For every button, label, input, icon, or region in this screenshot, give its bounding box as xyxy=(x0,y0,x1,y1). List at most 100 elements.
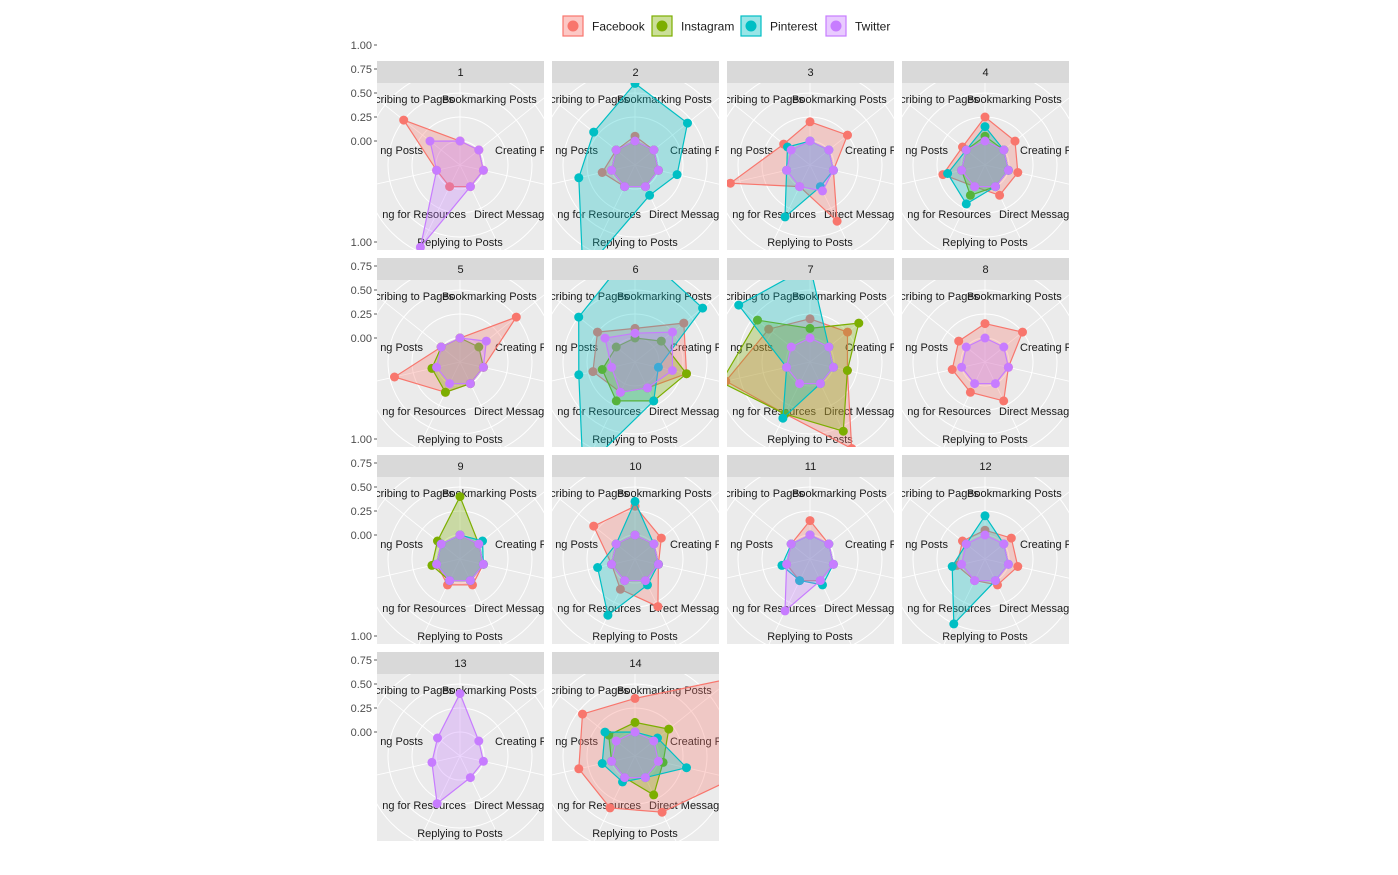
axis-category-label: ng for Resources xyxy=(382,406,466,418)
facet-strip xyxy=(377,258,544,280)
data-point-twitter xyxy=(824,145,834,155)
data-point-facebook xyxy=(615,584,625,594)
axis-category-label: Bookmarking Posts xyxy=(967,488,1062,500)
axis-category-label: ng for Resources xyxy=(732,406,816,418)
axis-category-label: Creating Posts xyxy=(845,539,918,551)
axis-category-label: Creating Posts xyxy=(1020,145,1093,157)
radial-tick-label: 0.50 xyxy=(351,285,372,297)
data-point-facebook xyxy=(399,115,409,125)
data-point-facebook xyxy=(589,521,599,531)
panel-plot-area: Bookmarking Posts Creating Posts Direct Me… xyxy=(727,477,918,644)
data-point-facebook xyxy=(965,387,975,397)
axis-category-label: Subscribing to Pages xyxy=(875,94,979,106)
data-point-facebook xyxy=(1013,168,1023,177)
grid-spoke xyxy=(377,755,461,776)
radial-tick-label: 1.00 xyxy=(351,237,372,249)
axis-category-label: ng Posts xyxy=(730,145,773,157)
axis-category-label: ng Posts xyxy=(730,342,773,354)
facet-strip xyxy=(727,61,894,83)
data-point-twitter xyxy=(667,366,677,375)
legend-label: Twitter xyxy=(855,20,890,34)
data-point-twitter xyxy=(436,539,446,549)
facet-strip-label: 10 xyxy=(629,461,641,473)
data-point-pinterest xyxy=(947,562,957,571)
axis-category-label: Creating Posts xyxy=(495,539,568,551)
axis-category-label: Direct Messag xyxy=(999,406,1069,418)
data-point-twitter xyxy=(607,362,617,372)
axis-category-label: Subscribing to Pages xyxy=(525,488,629,500)
axis-category-label: ng for Resources xyxy=(557,209,641,221)
radial-tick-label: 0.00 xyxy=(351,333,372,345)
axis-category-label: Bookmarking Posts xyxy=(442,685,537,697)
data-point-facebook xyxy=(843,327,852,337)
data-point-twitter xyxy=(668,327,677,337)
axis-category-label: Bookmarking Posts xyxy=(617,94,712,106)
axis-category-label: Bookmarking Posts xyxy=(967,291,1062,303)
axis-category-label: Creating Posts xyxy=(1020,342,1093,354)
data-point-facebook xyxy=(954,336,964,346)
radial-tick-label: 0.25 xyxy=(351,506,372,518)
data-point-instagram xyxy=(630,717,640,727)
axis-category-label: Subscribing to Pages xyxy=(875,488,979,500)
data-point-facebook xyxy=(947,365,957,374)
axis-category-label: Direct Messag xyxy=(999,209,1069,221)
data-point-twitter xyxy=(465,182,475,192)
axis-category-label: ng Posts xyxy=(905,145,948,157)
grid-spoke xyxy=(593,361,636,447)
axis-category-label: Bookmarking Posts xyxy=(792,488,887,500)
data-point-twitter xyxy=(961,342,971,352)
axis-category-label: Direct Messag xyxy=(474,406,544,418)
facet-strip-label: 12 xyxy=(979,461,991,473)
data-point-instagram xyxy=(611,342,621,352)
data-point-facebook xyxy=(728,674,737,683)
data-point-twitter xyxy=(786,145,796,155)
data-point-twitter xyxy=(455,530,465,540)
data-point-twitter xyxy=(611,145,621,155)
panel-plot-area: Bookmarking Posts Creating Posts Direct Me… xyxy=(377,477,568,644)
data-point-pinterest xyxy=(603,610,613,620)
data-point-twitter xyxy=(828,559,838,569)
radial-tick-label: 0.75 xyxy=(351,261,372,273)
axis-category-label: Subscribing to Pages xyxy=(350,94,454,106)
data-point-pinterest xyxy=(961,199,971,209)
axis-category-label: ng for Resources xyxy=(732,603,816,615)
data-point-twitter xyxy=(630,530,640,540)
axis-category-label: ng Posts xyxy=(730,539,773,551)
data-point-facebook xyxy=(630,693,640,703)
legend-item-pinterest: Pinterest xyxy=(740,15,818,37)
data-point-twitter xyxy=(432,559,442,569)
facet-panel-12: 12 Bookmarking Posts Creating Posts Direct … xyxy=(875,455,1069,644)
axis-category-label: Direct Messag xyxy=(649,406,719,418)
data-point-facebook xyxy=(727,376,731,386)
axis-category-label: ng Posts xyxy=(380,342,423,354)
panel-plot-area: Bookmarking Posts Creating Posts Direct Me… xyxy=(377,674,544,841)
data-point-twitter xyxy=(653,559,663,569)
facet-panels: 1 Bookmarking Posts Creating Posts Direct M… xyxy=(350,40,1093,841)
axis-category-label: Replying to Posts xyxy=(767,434,853,446)
facet-panel-9: 9 Bookmarking Posts Creating Posts Direct M… xyxy=(351,434,568,644)
data-point-twitter xyxy=(455,333,465,343)
data-point-pinterest xyxy=(943,169,953,178)
data-point-twitter xyxy=(607,559,617,569)
facet-panel-6: 6 Bookmarking Posts Creating Posts Direct M… xyxy=(552,258,719,447)
axis-category-label: Subscribing to Pages xyxy=(525,685,629,697)
data-point-facebook xyxy=(1018,327,1027,337)
facet-strip xyxy=(902,258,1069,280)
data-point-twitter xyxy=(415,242,425,250)
axis-category-label: Bookmarking Posts xyxy=(617,685,712,697)
axis-category-label: Direct Messag xyxy=(824,406,894,418)
facet-panel-5: 5 Bookmarking Posts Creating Posts Direct M… xyxy=(351,237,544,447)
data-point-twitter xyxy=(607,756,617,766)
data-point-facebook xyxy=(653,602,663,612)
axis-category-label: Direct Messag xyxy=(649,603,719,615)
panel-plot-area: Bookmarking Posts Creating Posts Direct Me… xyxy=(902,280,1093,447)
data-point-twitter xyxy=(824,539,834,549)
data-point-facebook xyxy=(999,396,1009,406)
axis-category-label: Creating Posts xyxy=(495,145,568,157)
data-point-twitter xyxy=(474,145,484,155)
data-point-pinterest xyxy=(672,170,682,180)
data-point-twitter xyxy=(455,136,465,146)
data-point-twitter xyxy=(795,182,805,192)
data-point-facebook xyxy=(980,319,990,329)
